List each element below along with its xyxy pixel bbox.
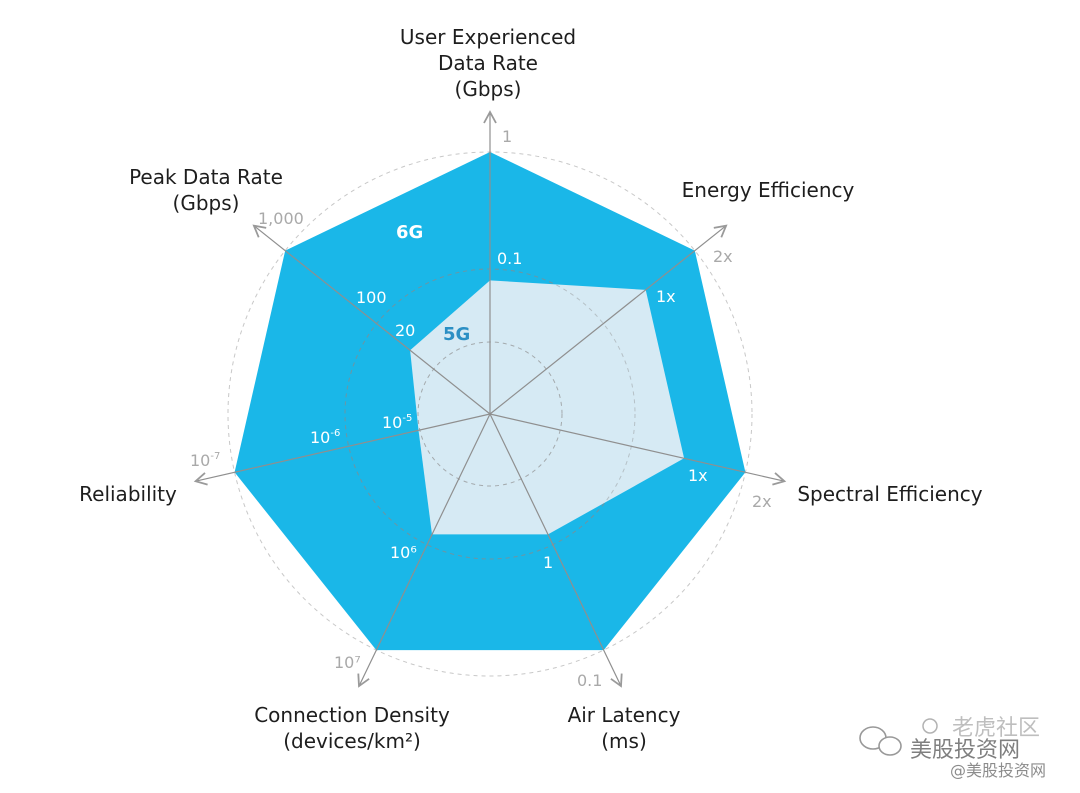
tick-exponent: -5 xyxy=(402,413,412,424)
tick-label-base: 10⁶ xyxy=(390,543,417,562)
axis-line-air-latency xyxy=(489,413,622,687)
axis-title-connection-density: Connection Density (devices/km²) xyxy=(254,703,450,753)
axes xyxy=(193,110,787,688)
tick-label: 2x xyxy=(713,247,733,266)
tick-label: 1 xyxy=(502,127,512,146)
tick-base: 10 xyxy=(382,413,402,432)
search-icon xyxy=(922,718,938,734)
tick-label: 1 xyxy=(543,553,553,572)
axis-title-line: Peak Data Rate xyxy=(129,165,283,189)
axis-arrow-icon xyxy=(610,673,623,688)
axis-arrow-icon xyxy=(483,110,497,124)
series-5g-area xyxy=(410,280,685,535)
axis-title-line: (devices/km²) xyxy=(283,729,421,753)
tick-label: 0.1 xyxy=(497,249,522,268)
tick-exponent: -7 xyxy=(210,451,220,462)
axis-line-spectral-efficiency xyxy=(489,413,785,482)
tick-base: 10 xyxy=(190,451,210,470)
axis-title-line: (Gbps) xyxy=(173,191,240,215)
tick-label: 100 xyxy=(356,288,387,307)
axis-title-line: Connection Density xyxy=(254,703,450,727)
axis-line-reliability xyxy=(195,413,491,482)
tick-exponent: -6 xyxy=(330,428,340,439)
watermark-line-2: 美股投资网 xyxy=(910,738,1020,763)
axis-title-reliability: Reliability xyxy=(79,482,177,506)
axis-arrow-icon xyxy=(772,472,787,486)
tick-label: 1,000 xyxy=(258,209,304,228)
tick-label-base: 10⁷ xyxy=(334,653,361,672)
tick-label: 2x xyxy=(752,492,772,511)
axis-title-energy-efficiency: Energy Efficiency xyxy=(682,178,855,202)
tick-label-base: 10-7 xyxy=(190,451,220,470)
axis-title-line: (Gbps) xyxy=(455,77,522,101)
series-label-6g: 6G xyxy=(396,222,423,243)
axis-arrow-icon xyxy=(193,472,208,486)
tick-base: 10 xyxy=(310,428,330,447)
axis-arrow-icon xyxy=(713,224,728,238)
watermark-line-3: @美股投资网 xyxy=(950,761,1046,780)
series-label-5g: 5G xyxy=(443,324,470,345)
wechat-icon xyxy=(859,726,902,756)
axis-title-user-experienced-data-rate: User Experienced Data Rate (Gbps) xyxy=(400,25,576,101)
axis-title-line: User Experienced xyxy=(400,25,576,49)
watermark-line-1: 老虎社区 xyxy=(952,716,1040,741)
axis-title-peak-data-rate: Peak Data Rate (Gbps) xyxy=(129,165,283,215)
axis-title-air-latency: Air Latency (ms) xyxy=(568,703,681,753)
axis-title-spectral-efficiency: Spectral Efficiency xyxy=(797,482,982,506)
tick-label: 1x xyxy=(656,287,676,306)
axis-title-line: Air Latency xyxy=(568,703,681,727)
tick-label: 0.1 xyxy=(577,671,602,690)
tick-label: 20 xyxy=(395,321,415,340)
axis-line-peak-data-rate xyxy=(253,225,491,415)
axis-line-energy-efficiency xyxy=(489,225,727,415)
axis-arrow-icon xyxy=(357,673,370,688)
tick-label: 1x xyxy=(688,466,708,485)
watermark: 老虎社区 美股投资网 @美股投资网 xyxy=(859,716,1046,780)
axis-line-connection-density xyxy=(358,413,491,687)
axis-arrow-icon xyxy=(252,224,267,238)
axis-title-line: Data Rate xyxy=(438,51,538,75)
axis-title-line: (ms) xyxy=(601,729,647,753)
tick-label-base: 10-5 xyxy=(382,413,412,432)
tick-label-base: 10-6 xyxy=(310,428,340,447)
